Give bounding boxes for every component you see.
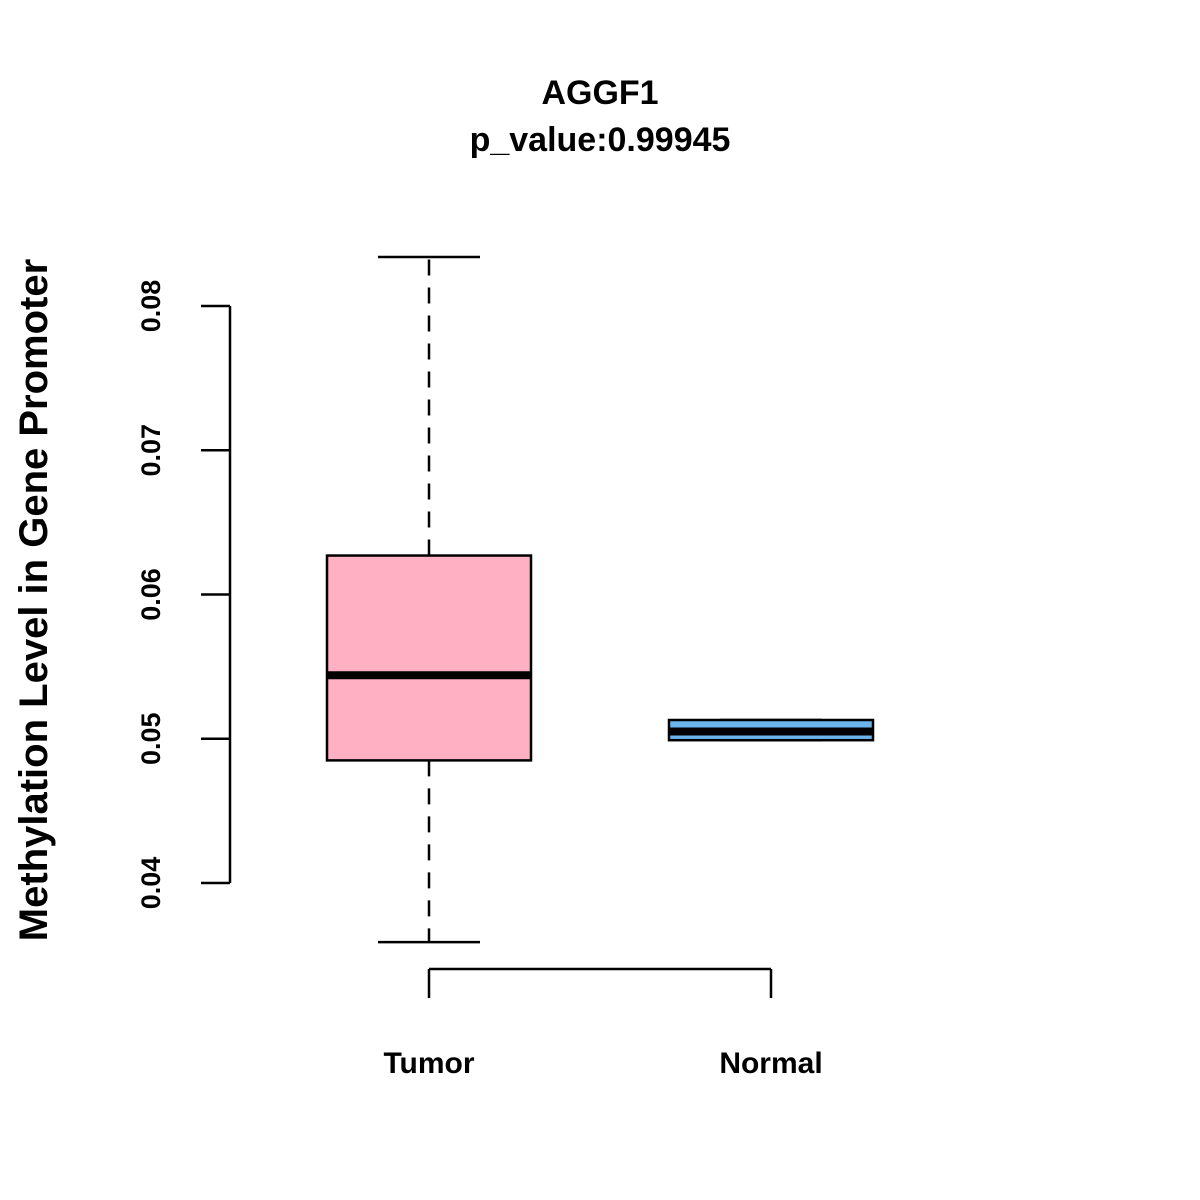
x-axis: Tumor Normal [383, 967, 823, 1080]
boxes [325, 255, 875, 944]
box-tumor [325, 255, 533, 944]
y-tick-label: 0.04 [136, 857, 166, 910]
y-tick-label: 0.06 [136, 568, 166, 621]
y-tick-label: 0.08 [136, 280, 166, 333]
box-normal [667, 718, 875, 742]
y-axis-label: Methylation Level in Gene Promoter [12, 259, 56, 941]
x-tick-label: Tumor [383, 1047, 474, 1080]
x-tick-label: Normal [719, 1047, 822, 1080]
chart-title: AGGF1 [541, 74, 658, 112]
box-rect [325, 554, 533, 762]
y-axis: 0.04 0.05 0.06 0.07 0.08 [136, 280, 232, 910]
y-tick-label: 0.05 [136, 712, 166, 765]
chart-subtitle: p_value:0.99945 [470, 121, 731, 159]
y-tick-label: 0.07 [136, 424, 166, 477]
